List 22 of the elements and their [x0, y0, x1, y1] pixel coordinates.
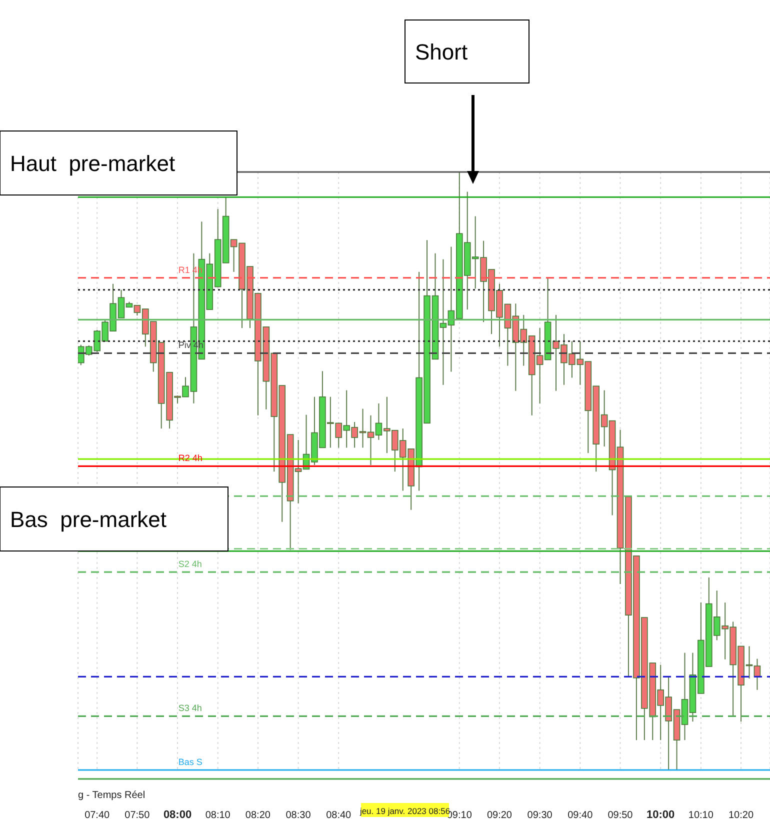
text: g - Temps Réel	[78, 790, 146, 801]
x-tick-label: 10:00	[646, 809, 675, 819]
x-tick-label: 09:50	[608, 810, 634, 819]
x-tick-label: 08:10	[205, 810, 231, 819]
ref-line-label: S3 4h	[178, 703, 202, 714]
x-tick-label: 10:20	[728, 810, 754, 819]
x-tick-label: 09:30	[527, 810, 553, 819]
ref-line-label: Bas S	[178, 757, 202, 767]
x-tick-label: 08:20	[245, 810, 271, 819]
x-tick-label: 09:20	[486, 810, 512, 819]
text: Short	[415, 40, 468, 64]
x-tick-label: 10:10	[688, 810, 714, 819]
x-tick-label: 09:40	[568, 810, 594, 819]
annotation: Bas pre-market	[10, 507, 166, 532]
ref-line-label: S2 4h	[178, 559, 202, 570]
x-tick-label: 07:40	[84, 810, 110, 819]
x-tick-label: 08:30	[286, 810, 312, 819]
x-tick-label: 08:00	[163, 809, 192, 819]
ref-line-label: R1 4h	[178, 264, 202, 275]
x-tick-label: 07:50	[124, 810, 150, 819]
x-tick-label: 08:40	[326, 810, 352, 819]
annotation: Haut pre-market	[10, 151, 176, 176]
